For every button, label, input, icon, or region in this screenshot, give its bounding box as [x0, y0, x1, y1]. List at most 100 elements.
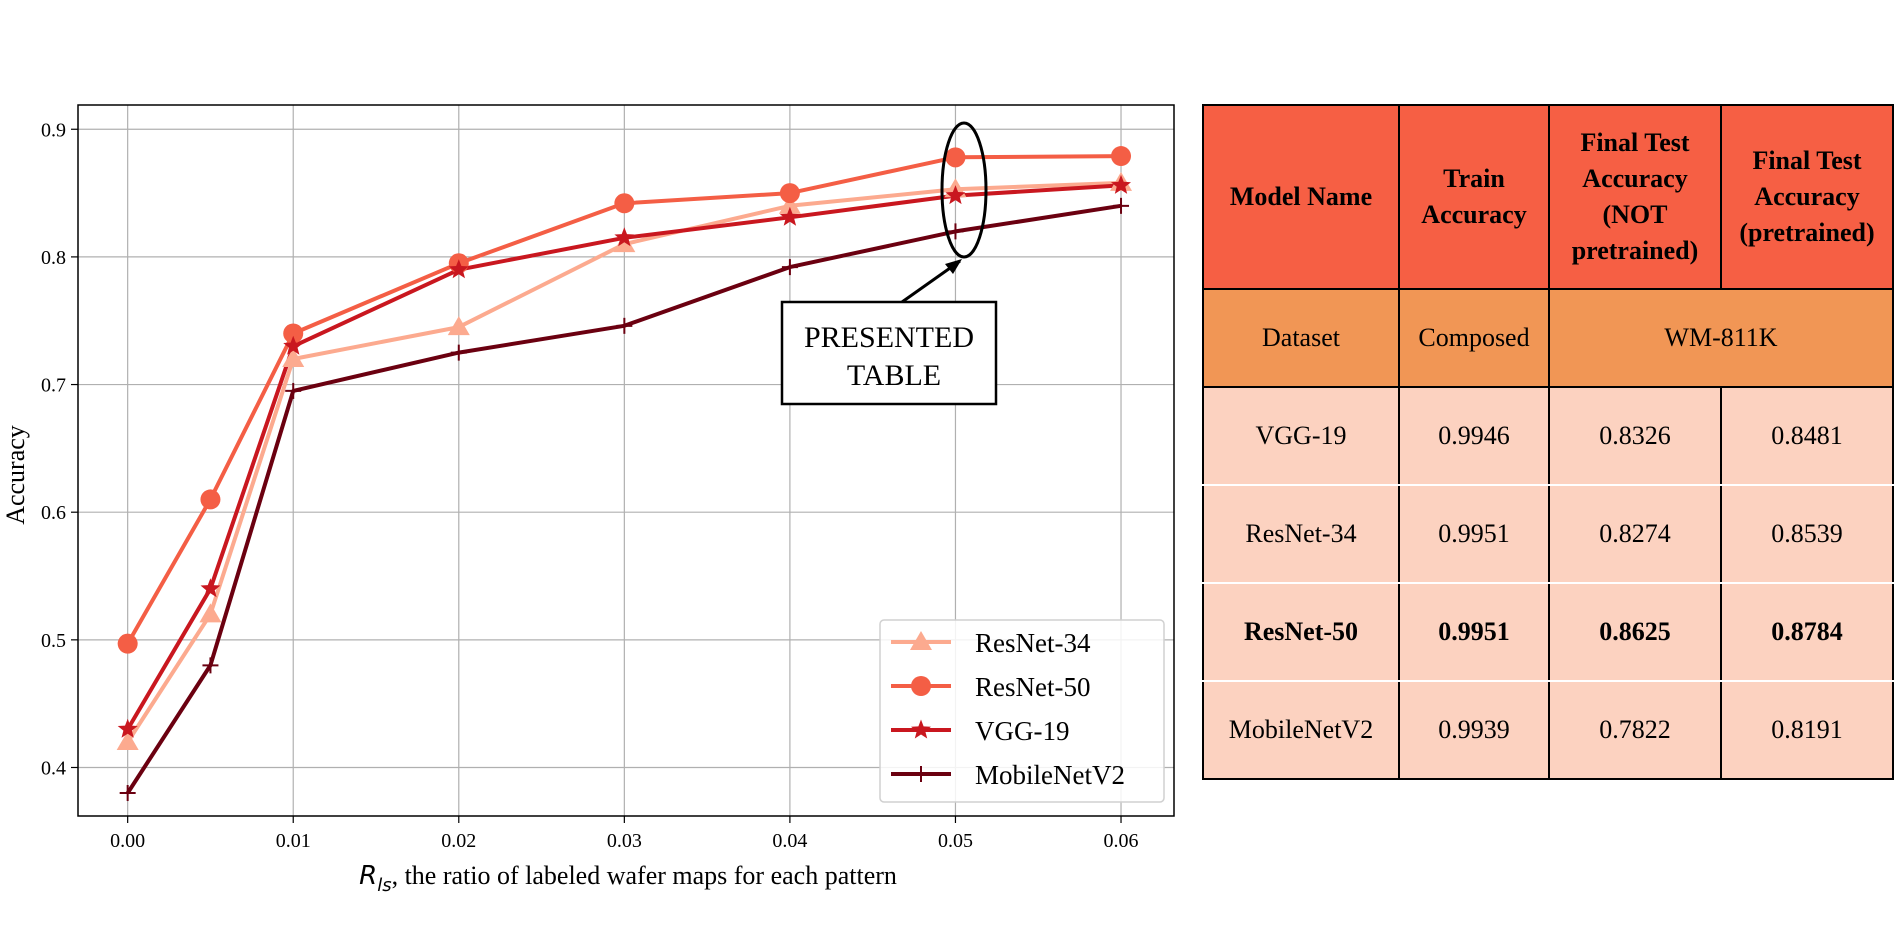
line-chart: 0.00 0.01 0.02 0.03 0.04 0.05 0.06 0.4 0.5 0.6 0.7… — [1, 104, 1175, 896]
x-axis-label: Rls, the ratio of labeled wafer maps for… — [359, 861, 897, 896]
y-axis-label: Accuracy — [1, 425, 30, 525]
data-point — [616, 317, 633, 334]
cell-test-p: 0.8539 — [1720, 484, 1894, 584]
header-cell: Final Test Accuracy (NOT pretrained) — [1548, 104, 1722, 290]
data-point — [199, 603, 222, 623]
cell-test-p: 0.8481 — [1720, 386, 1894, 486]
data-point — [283, 323, 304, 344]
x-axis-label-text: , the ratio of labeled wafer maps for ea… — [392, 861, 897, 890]
results-table: Model Name Train Accuracy Final Test Accur… — [1202, 104, 1894, 780]
annotation-line1: PRESENTED — [804, 321, 974, 354]
table-row: MobileNetV2 0.9939 0.7822 0.8191 — [1202, 680, 1894, 780]
data-point — [945, 185, 966, 205]
series-markers — [116, 146, 1133, 802]
x-axis-symbol: R — [359, 861, 377, 891]
data-point — [1111, 174, 1131, 194]
legend-label: ResNet-50 — [975, 672, 1090, 702]
legend-marker — [910, 631, 932, 650]
y-tick-label: 0.9 — [41, 119, 66, 141]
header-cell: Model Name — [1202, 104, 1400, 290]
x-tick-label: 0.05 — [938, 830, 973, 852]
annotation-line2: TABLE — [847, 359, 941, 392]
annotation-box — [780, 300, 998, 406]
y-tick-label: 0.6 — [41, 502, 66, 524]
cell-model: ResNet-50 — [1202, 582, 1400, 682]
cell-test-np: 0.8274 — [1548, 484, 1722, 584]
cell-train: 0.9951 — [1398, 484, 1550, 584]
legend-marker — [913, 766, 929, 782]
data-point — [1111, 146, 1132, 167]
data-point — [1113, 197, 1130, 214]
data-point — [116, 730, 139, 750]
x-tick-label: 0.03 — [607, 830, 642, 852]
table-row: ResNet-34 0.9951 0.8274 0.8539 — [1202, 484, 1894, 584]
cell-test-p: 0.8191 — [1720, 680, 1894, 780]
axis-ticks: 0.00 0.01 0.02 0.03 0.04 0.05 0.06 0.4 0.5 0.6 0.7… — [41, 119, 1139, 852]
data-point — [202, 657, 219, 674]
data-point — [200, 578, 221, 598]
legend-label: MobileNetV2 — [975, 760, 1125, 790]
legend-marker — [911, 719, 931, 739]
data-point — [613, 233, 636, 253]
cell-test-np: 0.7822 — [1548, 680, 1722, 780]
cell-model: MobileNetV2 — [1202, 680, 1400, 780]
plot-frame — [77, 104, 1175, 817]
cell-test-np: 0.8326 — [1548, 386, 1722, 486]
table-subheader-row: Dataset Composed WM-811K — [1202, 288, 1894, 388]
data-point — [117, 633, 138, 654]
table-row: ResNet-50 0.9951 0.8625 0.8784 — [1202, 582, 1894, 682]
y-tick-label: 0.4 — [41, 757, 66, 779]
y-tick-label: 0.5 — [41, 630, 66, 652]
data-point — [778, 194, 801, 214]
x-tick-label: 0.01 — [276, 830, 311, 852]
data-point — [200, 489, 221, 510]
table-row: VGG-19 0.9946 0.8326 0.8481 — [1202, 386, 1894, 486]
data-point — [779, 183, 800, 204]
data-point — [614, 227, 635, 247]
x-tick-label: 0.04 — [772, 830, 807, 852]
annotation-ellipse — [940, 121, 988, 259]
presented-table-annotation: PRESENTED TABLE — [780, 121, 998, 406]
legend-box — [879, 619, 1165, 803]
legend-label: ResNet-34 — [975, 628, 1091, 658]
cell-test-p: 0.8784 — [1720, 582, 1894, 682]
subheader-test: WM-811K — [1548, 288, 1894, 388]
data-point — [614, 193, 635, 214]
legend: ResNet-34 ResNet-50 VGG-19 MobileNetV2 — [879, 619, 1165, 803]
annotation-arrowhead — [945, 259, 962, 274]
cell-test-np: 0.8625 — [1548, 582, 1722, 682]
data-point — [947, 223, 964, 240]
series-line — [126, 180, 1122, 744]
subheader-label: Dataset — [1202, 288, 1400, 388]
cell-train: 0.9939 — [1398, 680, 1550, 780]
data-point — [285, 382, 302, 399]
cell-train: 0.9951 — [1398, 582, 1550, 682]
cell-model: VGG-19 — [1202, 386, 1400, 486]
data-point — [450, 344, 467, 361]
series-line — [125, 183, 1122, 731]
data-point — [117, 718, 138, 738]
x-tick-label: 0.02 — [441, 830, 476, 852]
data-point — [945, 147, 966, 168]
table-header-row: Model Name Train Accuracy Final Test Accur… — [1202, 104, 1894, 290]
data-point — [283, 335, 304, 355]
data-point — [781, 259, 798, 276]
y-tick-label: 0.7 — [41, 375, 66, 397]
legend-label: VGG-19 — [975, 716, 1070, 746]
header-cell: Final Test Accuracy (pretrained) — [1720, 104, 1894, 290]
subheader-train: Composed — [1398, 288, 1550, 388]
data-point — [447, 316, 470, 336]
cell-train: 0.9946 — [1398, 386, 1550, 486]
x-axis-subscript: ls — [377, 875, 391, 896]
x-tick-label: 0.06 — [1104, 830, 1139, 852]
x-tick-label: 0.00 — [110, 830, 145, 852]
legend-marker — [911, 676, 931, 696]
data-point — [282, 348, 305, 368]
data-point — [448, 259, 469, 279]
series-lines — [125, 154, 1122, 795]
cell-model: ResNet-34 — [1202, 484, 1400, 584]
data-point — [779, 206, 800, 226]
y-tick-label: 0.8 — [41, 247, 66, 269]
series-line — [126, 203, 1122, 795]
series-line — [125, 154, 1122, 645]
